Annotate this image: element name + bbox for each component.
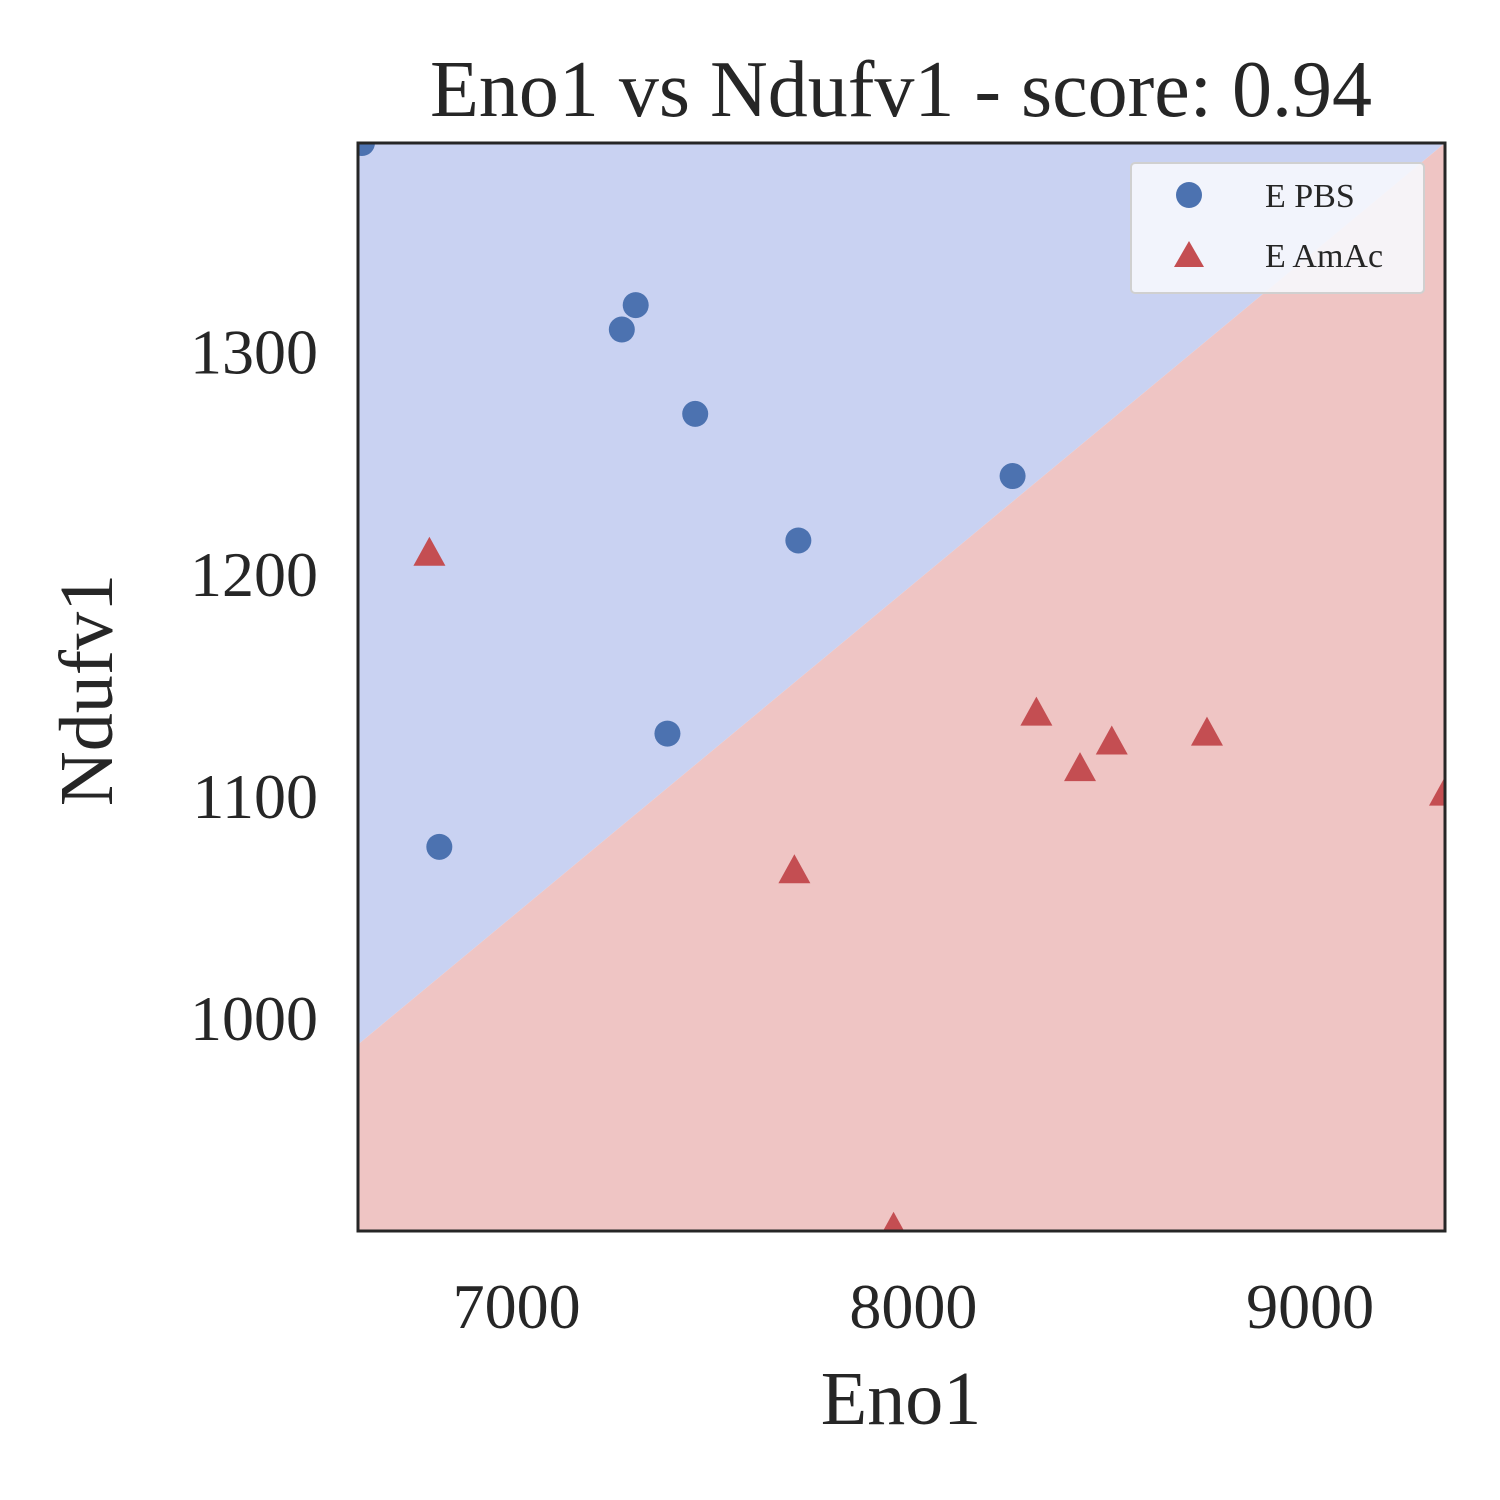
legend-box <box>1130 162 1425 294</box>
point-e-amac-5 <box>1429 776 1445 806</box>
plot-frame <box>356 141 1447 1233</box>
point-e-amac-0 <box>413 536 446 566</box>
y-axis-ticks: 1000 1100 1200 1300 <box>190 317 318 1054</box>
point-e-pbs-0 <box>358 143 375 156</box>
legend: E PBS E AmAc <box>1130 162 1425 294</box>
y-tick-label-2: 1200 <box>190 539 318 610</box>
x-tick-label-2: 9000 <box>1246 1271 1374 1342</box>
point-e-pbs-1 <box>622 292 649 319</box>
point-e-amac-1 <box>1020 696 1053 726</box>
y-axis-label: Ndufv1 <box>45 574 129 806</box>
x-axis-ticks: 7000 8000 9000 <box>453 1271 1374 1342</box>
point-e-pbs-4 <box>999 463 1026 490</box>
point-e-pbs-7 <box>426 833 453 860</box>
chart-title: Eno1 vs Ndufv1 - score: 0.94 <box>430 46 1372 134</box>
y-tick-label-3: 1300 <box>190 317 318 388</box>
x-axis-label: Eno1 <box>821 1357 981 1441</box>
point-e-pbs-3 <box>682 400 709 427</box>
point-e-pbs-6 <box>654 720 681 747</box>
legend-label-e-amac: E AmAc <box>1265 238 1383 275</box>
y-tick-label-1: 1100 <box>192 761 318 832</box>
region-e-amac <box>358 143 1445 1231</box>
y-tick-label-0: 1000 <box>190 983 318 1054</box>
point-e-pbs-5 <box>785 527 812 554</box>
point-e-amac-2 <box>1095 725 1128 755</box>
data-markers <box>358 143 1445 1231</box>
x-tick-label-1: 8000 <box>849 1271 977 1342</box>
legend-marker-e-amac <box>1174 241 1204 267</box>
point-e-amac-7 <box>882 1211 905 1231</box>
legend-label-e-pbs: E PBS <box>1265 178 1355 215</box>
point-e-pbs-2 <box>608 316 635 343</box>
point-e-amac-4 <box>1190 716 1223 746</box>
x-tick-label-0: 7000 <box>453 1271 581 1342</box>
point-e-amac-3 <box>1064 752 1097 782</box>
legend-marker-e-pbs <box>1176 182 1202 208</box>
point-e-amac-6 <box>778 854 811 884</box>
